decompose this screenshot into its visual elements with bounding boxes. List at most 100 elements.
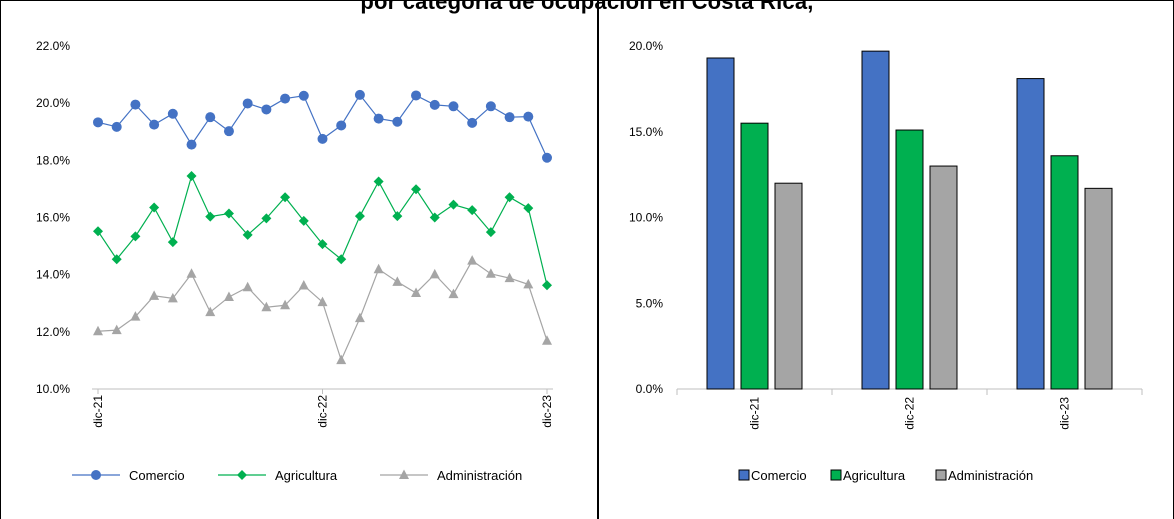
legend-swatch: [935, 469, 947, 481]
data-point: [467, 117, 478, 128]
legend-marker: [91, 470, 101, 480]
legend-item-comercio: Comercio: [72, 468, 185, 483]
line-chart: 10.0% 12.0% 14.0% 16.0% 18.0% 20.0% 22.0% dic-2…: [36, 39, 554, 483]
data-point: [242, 281, 253, 292]
legend-item-agricultura: Agricultura: [218, 468, 338, 483]
series-administracion: [93, 255, 552, 365]
y-tick-label: 15.0%: [629, 125, 663, 139]
legend-item-administracion: Administración: [380, 468, 522, 483]
data-point: [186, 139, 197, 150]
x-tick-label: dic-21: [91, 395, 105, 428]
legend-swatch: [738, 469, 750, 481]
data-point: [167, 237, 178, 248]
data-point: [242, 229, 253, 240]
data-point: [392, 276, 403, 286]
frame-top-border: [0, 0, 1174, 1]
y-tick-label: 10.0%: [36, 382, 70, 396]
bar-comercio-dic-23: [1016, 78, 1045, 390]
y-tick-label: 18.0%: [36, 153, 70, 167]
data-point: [130, 311, 141, 321]
legend-swatch: [830, 469, 842, 481]
legend-marker: [237, 470, 247, 480]
y-tick-label: 12.0%: [36, 325, 70, 339]
data-point: [392, 116, 403, 127]
data-point: [149, 119, 160, 130]
data-point: [186, 171, 197, 182]
data-point: [223, 208, 234, 219]
data-point: [111, 121, 122, 132]
data-point: [448, 288, 459, 299]
data-point: [298, 90, 309, 101]
data-point: [223, 291, 234, 301]
data-point: [242, 98, 253, 109]
data-point: [411, 287, 422, 297]
x-tick-label: dic-21: [748, 397, 762, 430]
data-point: [130, 99, 141, 110]
data-point: [448, 199, 459, 210]
data-point: [298, 215, 309, 226]
y-tick-label: 16.0%: [36, 211, 70, 225]
data-point: [111, 324, 122, 335]
data-point: [429, 268, 440, 279]
data-point: [261, 104, 272, 115]
data-point: [336, 254, 347, 265]
data-point: [429, 212, 440, 223]
series-comercio: [93, 89, 552, 163]
data-point: [149, 290, 160, 300]
data-point: [317, 296, 328, 307]
data-point: [280, 299, 291, 310]
legend-label: Administración: [948, 468, 1033, 483]
data-point: [485, 101, 496, 112]
data-point: [280, 192, 291, 203]
y-tick-label: 20.0%: [36, 96, 70, 110]
data-point: [467, 255, 478, 265]
data-point: [354, 312, 365, 323]
data-point: [523, 203, 534, 214]
legend-item-administracion: Administración: [935, 468, 1033, 483]
data-point: [317, 239, 328, 250]
bar-administracion-dic-23: [1084, 187, 1113, 390]
data-point: [205, 306, 216, 317]
data-point: [411, 184, 422, 195]
y-tick-label: 0.0%: [636, 382, 664, 396]
bar-agricultura-dic-23: [1050, 155, 1079, 390]
data-point: [373, 176, 384, 187]
legend-item-comercio: Comercio: [738, 468, 807, 483]
series-line-comercio: [97, 93, 548, 159]
data-point: [261, 213, 272, 224]
x-tick-label: dic-22: [316, 395, 330, 428]
data-point: [504, 272, 515, 283]
legend-label: Comercio: [751, 468, 807, 483]
frame-left-border: [0, 0, 1, 519]
y-tick-label: 22.0%: [36, 39, 70, 53]
figure-title: por categoría de ocupación en Costa Rica…: [360, 0, 814, 14]
data-point: [167, 108, 178, 119]
data-point: [298, 280, 309, 290]
bar-comercio-dic-21: [706, 57, 735, 390]
data-point: [280, 93, 291, 104]
data-point: [523, 278, 534, 289]
data-point: [485, 227, 496, 238]
legend-label: Agricultura: [275, 468, 338, 483]
data-point: [205, 112, 216, 123]
series-line-administracion: [97, 259, 548, 362]
data-point: [167, 292, 178, 303]
legend-label: Comercio: [129, 468, 185, 483]
data-point: [205, 211, 216, 222]
series-line-agricultura: [97, 174, 548, 286]
legend-label: Administración: [437, 468, 522, 483]
y-tick-label: 5.0%: [636, 296, 664, 310]
data-point: [392, 211, 403, 222]
data-point: [261, 301, 272, 312]
bar-agricultura-dic-22: [895, 129, 924, 390]
data-point: [504, 192, 515, 203]
legend-item-agricultura: Agricultura: [830, 468, 906, 483]
panel-divider: [597, 0, 599, 519]
data-point: [186, 268, 197, 278]
data-point: [336, 120, 347, 131]
bar-chart: 0.0% 5.0% 10.0% 15.0% 20.0% dic-21 dic-22 dic-2…: [629, 39, 1143, 483]
bar-agricultura-dic-21: [740, 122, 769, 390]
legend-marker: [399, 469, 409, 479]
bar-administracion-dic-21: [774, 182, 803, 390]
data-point: [542, 152, 552, 163]
